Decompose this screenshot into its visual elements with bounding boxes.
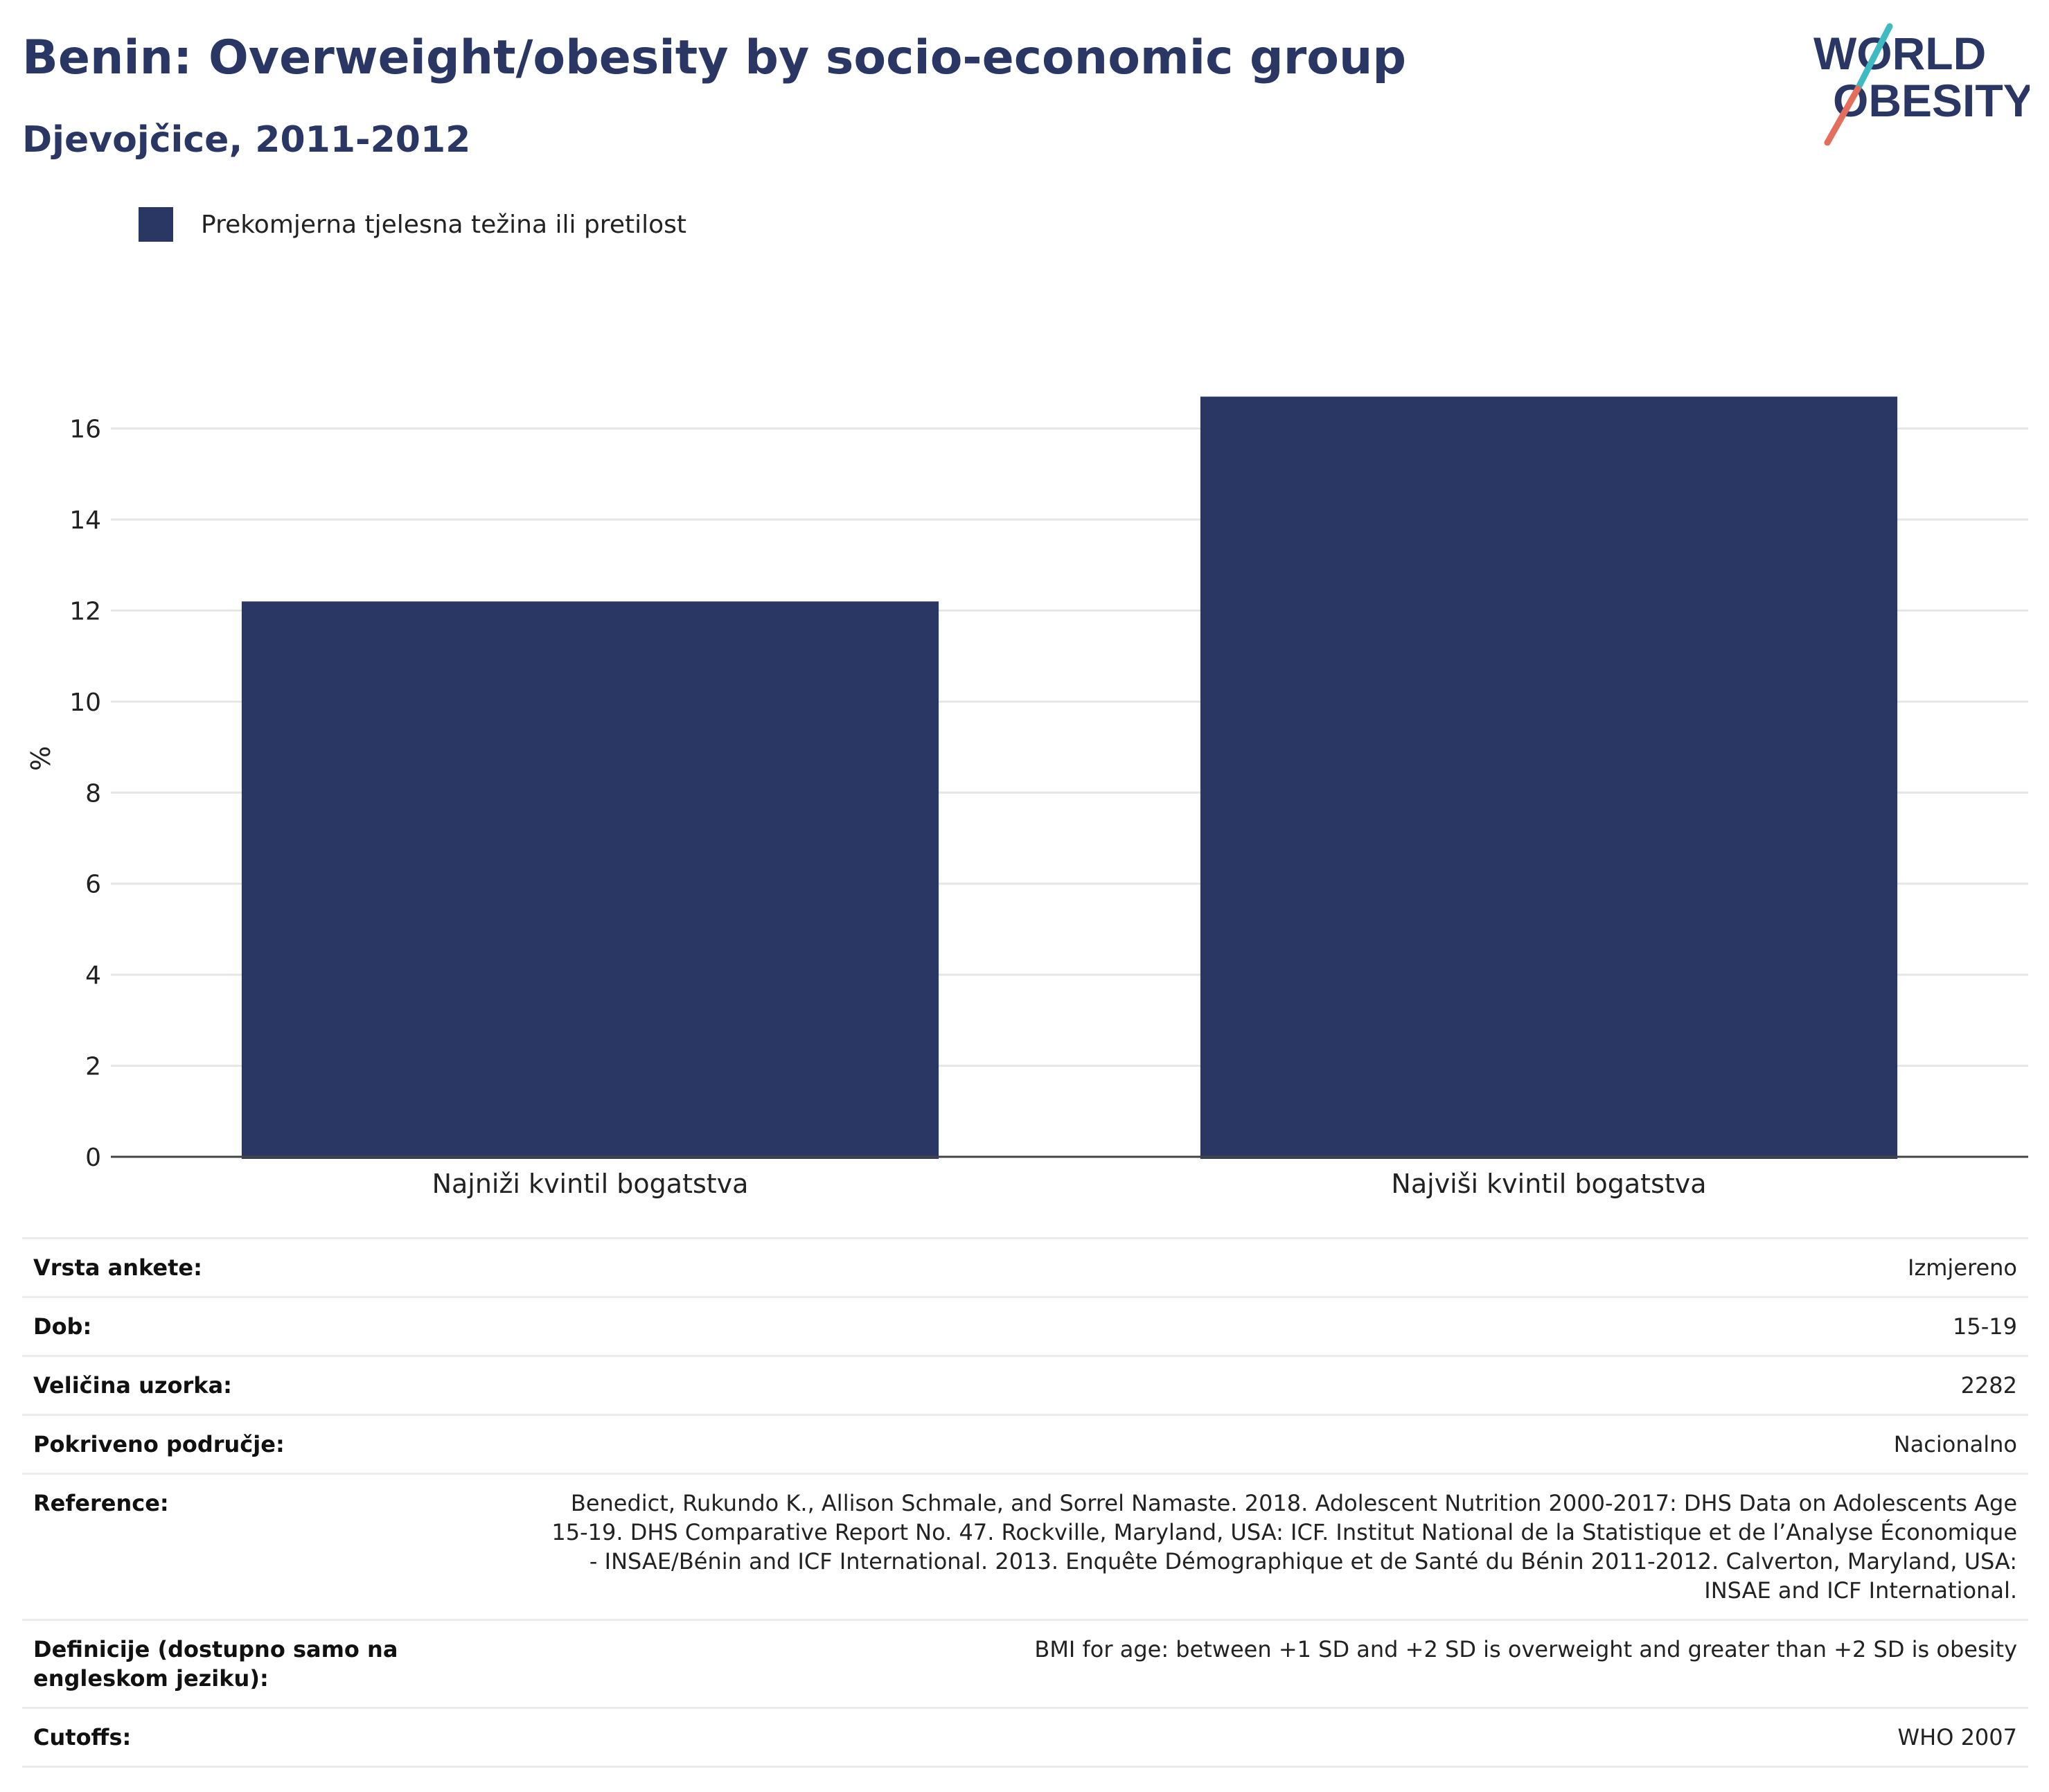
info-key: Pokriveno područje: [22, 1414, 529, 1474]
info-value: Nacionalno [529, 1414, 2028, 1474]
info-key: Definicije (dostupno samo na engleskom j… [22, 1619, 529, 1708]
chart-title: Benin: Overweight/obesity by socio-econo… [22, 30, 1407, 85]
y-tick-label: 6 [85, 871, 101, 899]
legend-label: Prekomjerna tjelesna težina ili pretilos… [201, 210, 686, 239]
info-value: BMI for age: between +1 SD and +2 SD is … [529, 1619, 2028, 1708]
info-value: 15-19 [529, 1296, 2028, 1356]
info-row-cutoffs: Cutoffs: WHO 2007 [22, 1707, 2028, 1768]
info-key: Cutoffs: [22, 1707, 529, 1768]
info-row-survey-type: Vrsta ankete: Izmjereno [22, 1237, 2028, 1297]
y-tick-label: 12 [69, 597, 101, 626]
y-tick-label: 14 [69, 506, 101, 535]
y-tick-label: 8 [85, 779, 101, 808]
info-row-sample-size: Veličina uzorka: 2282 [22, 1355, 2028, 1415]
info-value: WHO 2007 [529, 1707, 2028, 1768]
x-tick-label: Najniži kvintil bogatstva [432, 1169, 749, 1199]
info-value: Izmjereno [529, 1237, 2028, 1297]
x-tick-label: Najviši kvintil bogatstva [1391, 1169, 1706, 1199]
info-value: 2282 [529, 1355, 2028, 1415]
bar [1200, 396, 1898, 1159]
y-tick-label: 0 [85, 1144, 101, 1172]
info-key: Reference: [22, 1473, 529, 1620]
info-row-coverage: Pokriveno područje: Nacionalno [22, 1414, 2028, 1474]
bar [241, 601, 939, 1159]
info-key: Dob: [22, 1296, 529, 1356]
logo-text-obesity: OBESITY [1833, 75, 2030, 126]
info-row-references: Reference: Benedict, Rukundo K., Allison… [22, 1473, 2028, 1620]
y-axis-title: % [26, 746, 56, 771]
legend-swatch [139, 207, 173, 242]
y-tick-label: 2 [85, 1053, 101, 1081]
y-tick-label: 10 [69, 689, 101, 717]
y-tick-label: 4 [85, 961, 101, 990]
survey-info-table: Vrsta ankete: Izmjereno Dob: 15-19 Velič… [22, 1237, 2028, 1768]
info-value: Benedict, Rukundo K., Allison Schmale, a… [529, 1473, 2028, 1620]
info-row-age: Dob: 15-19 [22, 1296, 2028, 1356]
y-tick-label: 16 [69, 416, 101, 444]
info-row-definitions: Definicije (dostupno samo na engleskom j… [22, 1619, 2028, 1708]
info-key: Veličina uzorka: [22, 1355, 529, 1415]
info-key: Vrsta ankete: [22, 1237, 529, 1297]
world-obesity-logo: WORLD OBESITY [1813, 23, 2030, 145]
chart-subtitle: Djevojčice, 2011-2012 [22, 119, 471, 161]
bar-chart: 0 2 4 6 8 10 12 14 16% Najniži kvintil bogatstva N… [26, 396, 2028, 1199]
logo-text-world: WORLD [1813, 28, 1986, 79]
legend: Prekomjerna tjelesna težina ili pretilos… [139, 205, 686, 244]
